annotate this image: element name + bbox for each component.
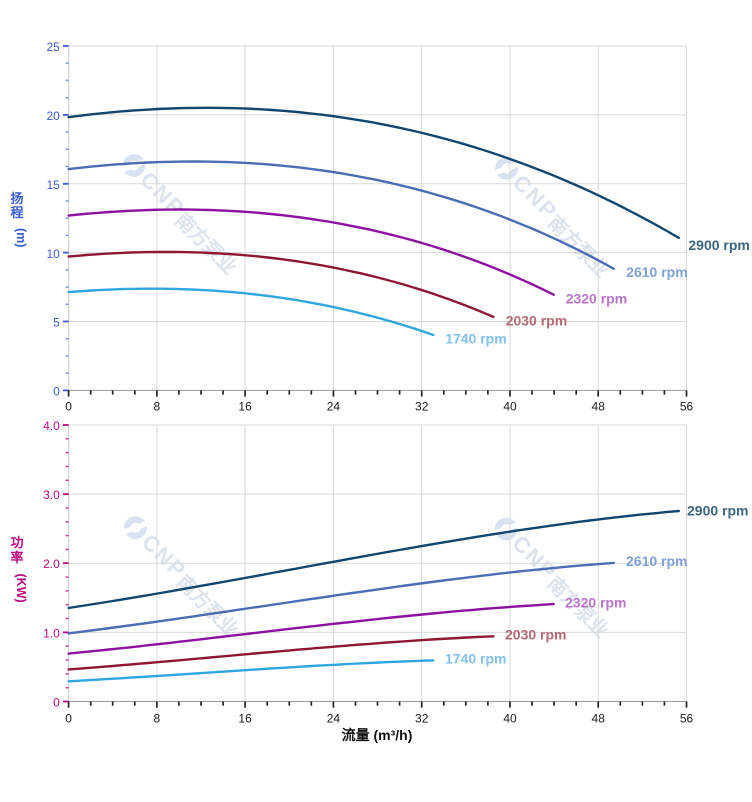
svg-text:48: 48 [592, 712, 606, 726]
svg-text:24: 24 [327, 712, 341, 726]
svg-text:32: 32 [415, 400, 429, 414]
svg-text:48: 48 [592, 400, 606, 414]
svg-text:0: 0 [53, 696, 60, 710]
svg-text:2610 rpm: 2610 rpm [626, 264, 687, 280]
svg-text:2030 rpm: 2030 rpm [505, 627, 566, 643]
svg-text:24: 24 [327, 400, 341, 414]
svg-text:32: 32 [415, 712, 429, 726]
svg-text:2610 rpm: 2610 rpm [626, 553, 687, 569]
svg-text:2030 rpm: 2030 rpm [506, 313, 567, 329]
svg-text:1.0: 1.0 [43, 626, 60, 640]
svg-text:2900 rpm: 2900 rpm [687, 503, 748, 519]
svg-text:4.0: 4.0 [43, 419, 60, 433]
svg-text:56: 56 [680, 712, 694, 726]
svg-text:3.0: 3.0 [43, 488, 60, 502]
svg-text:16: 16 [238, 400, 252, 414]
svg-text:5: 5 [53, 316, 60, 330]
svg-text:2320 rpm: 2320 rpm [566, 291, 627, 307]
svg-text:2320 rpm: 2320 rpm [565, 595, 626, 611]
svg-text:0: 0 [65, 400, 72, 414]
svg-text:(KW): (KW) [14, 574, 28, 603]
svg-text:8: 8 [154, 400, 161, 414]
svg-text:0: 0 [53, 385, 60, 399]
svg-text:1740 rpm: 1740 rpm [445, 651, 506, 667]
svg-text:(m): (m) [14, 228, 28, 247]
svg-text:40: 40 [503, 400, 517, 414]
svg-text:2900 rpm: 2900 rpm [688, 237, 749, 253]
svg-text:8: 8 [154, 712, 161, 726]
svg-text:15: 15 [46, 178, 60, 192]
svg-text:0: 0 [65, 712, 72, 726]
svg-text:40: 40 [503, 712, 517, 726]
svg-text:功: 功 [10, 535, 23, 550]
svg-text:56: 56 [680, 400, 694, 414]
svg-text:16: 16 [238, 712, 252, 726]
svg-text:流量 (m³/h): 流量 (m³/h) [342, 727, 413, 743]
svg-text:程: 程 [10, 205, 23, 220]
svg-text:扬: 扬 [10, 191, 23, 206]
svg-text:25: 25 [46, 40, 60, 54]
svg-text:10: 10 [46, 247, 60, 261]
svg-text:1740 rpm: 1740 rpm [445, 331, 506, 347]
svg-text:2.0: 2.0 [43, 557, 60, 571]
svg-text:率: 率 [10, 550, 23, 565]
svg-text:20: 20 [46, 109, 60, 123]
